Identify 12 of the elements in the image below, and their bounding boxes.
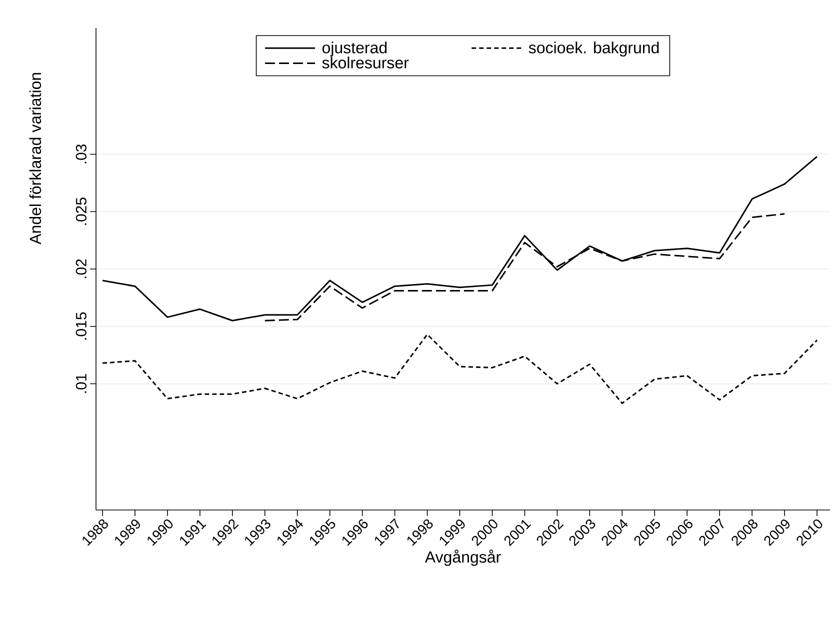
y-tick-label: .02: [76, 259, 86, 278]
y-tick-label: .015: [76, 312, 86, 340]
y-tick-label: .025: [76, 198, 86, 225]
x-axis-title: Avgångsår: [424, 550, 501, 566]
y-tick-label: .01: [76, 374, 86, 393]
line-series: [102, 334, 818, 404]
line-series: [102, 156, 818, 322]
y-axis-title: Andel förklarad variation: [29, 72, 42, 244]
y-tick-label: .03: [76, 144, 86, 164]
legend-label: skolresurser: [322, 56, 409, 68]
legend-label: ojusterad: [322, 42, 387, 57]
legend-label: socioek. bakgrund: [528, 42, 659, 57]
